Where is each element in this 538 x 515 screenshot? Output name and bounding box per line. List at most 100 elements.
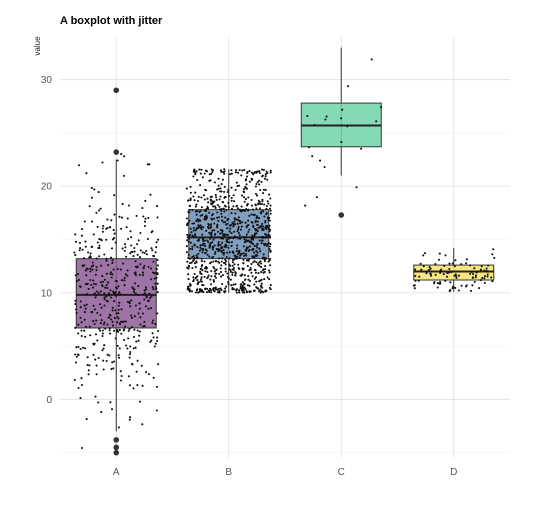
jitter-point — [188, 208, 191, 211]
jitter-point — [243, 168, 246, 171]
jitter-point — [186, 239, 189, 242]
jitter-point — [231, 261, 234, 264]
jitter-point — [260, 285, 263, 288]
jitter-point — [108, 294, 111, 297]
jitter-point — [124, 325, 127, 328]
jitter-point — [116, 159, 119, 162]
jitter-point — [135, 340, 138, 343]
jitter-point — [253, 289, 256, 292]
jitter-point — [114, 279, 117, 283]
jitter-point — [269, 236, 272, 239]
jitter-point — [111, 261, 114, 264]
jitter-point — [230, 232, 233, 235]
jitter-point — [85, 292, 88, 296]
jitter-point — [202, 226, 205, 229]
jitter-point — [194, 266, 197, 269]
jitter-point — [192, 195, 195, 198]
jitter-point — [443, 264, 446, 267]
jitter-point — [210, 283, 213, 286]
jitter-point — [111, 273, 114, 276]
jitter-point — [111, 361, 114, 364]
jitter-point — [266, 276, 269, 279]
jitter-point — [144, 305, 147, 308]
jitter-point — [248, 249, 251, 252]
jitter-point — [255, 232, 258, 235]
jitter-point — [107, 264, 110, 267]
jitter-point — [139, 316, 142, 319]
jitter-point — [187, 240, 190, 243]
jitter-point — [86, 356, 89, 359]
jitter-point — [89, 267, 92, 270]
jitter-point — [218, 272, 221, 275]
jitter-point — [106, 218, 109, 221]
jitter-point — [139, 323, 142, 326]
jitter-point — [265, 226, 268, 230]
jitter-point — [200, 280, 203, 283]
jitter-point — [90, 186, 93, 189]
jitter-point — [200, 236, 203, 239]
jitter-point — [253, 283, 256, 286]
jitter-point — [100, 319, 103, 322]
jitter-point — [216, 230, 220, 233]
jitter-point — [117, 312, 120, 315]
jitter-point — [202, 248, 205, 252]
jitter-point — [94, 333, 98, 336]
jitter-point — [95, 290, 98, 293]
jitter-point — [74, 326, 77, 329]
jitter-point — [138, 334, 141, 337]
jitter-point — [434, 263, 437, 266]
jitter-point — [197, 291, 200, 294]
jitter-point — [243, 291, 246, 294]
jitter-point — [141, 423, 144, 426]
jitter-point — [223, 168, 226, 171]
jitter-point — [256, 229, 259, 233]
jitter-point — [245, 175, 249, 178]
jitter-point — [238, 251, 241, 254]
jitter-point — [268, 193, 271, 196]
jitter-point — [231, 273, 234, 276]
jitter-point — [429, 272, 432, 275]
jitter-point — [246, 284, 249, 287]
jitter-point — [99, 329, 102, 332]
jitter-point — [103, 344, 106, 347]
jitter-point — [249, 245, 252, 248]
jitter-point — [191, 248, 194, 251]
jitter-point — [414, 279, 417, 282]
jitter-point — [487, 264, 490, 267]
jitter-point — [247, 258, 250, 261]
jitter-point — [135, 214, 138, 217]
jitter-point — [132, 335, 135, 339]
jitter-point — [250, 271, 253, 274]
jitter-point — [212, 238, 215, 241]
jitter-point — [102, 368, 105, 371]
jitter-point — [223, 190, 226, 193]
jitter-point — [269, 169, 272, 172]
jitter-point — [260, 236, 263, 239]
jitter-point — [83, 304, 86, 307]
jitter-point — [258, 239, 261, 242]
jitter-point — [94, 296, 97, 299]
jitter-point — [474, 274, 478, 277]
jitter-point — [134, 274, 138, 277]
jitter-point — [155, 287, 158, 290]
jitter-point — [266, 200, 269, 203]
jitter-point — [231, 222, 234, 225]
jitter-point — [265, 244, 268, 247]
jitter-point — [436, 286, 439, 289]
jitter-point — [236, 255, 239, 258]
jitter-point — [256, 254, 259, 257]
jitter-point — [217, 177, 220, 180]
jitter-point — [216, 211, 219, 214]
jitter-point — [218, 198, 221, 201]
jitter-point — [141, 251, 144, 254]
jitter-point — [194, 205, 197, 208]
jitter-point — [232, 205, 235, 208]
jitter-point — [214, 276, 218, 279]
jitter-point — [253, 171, 256, 175]
jitter-point — [258, 216, 261, 220]
jitter-point — [129, 416, 132, 419]
jitter-point — [413, 287, 416, 290]
jitter-point — [226, 275, 229, 278]
jitter-point — [123, 339, 126, 342]
jitter-point — [132, 255, 135, 258]
